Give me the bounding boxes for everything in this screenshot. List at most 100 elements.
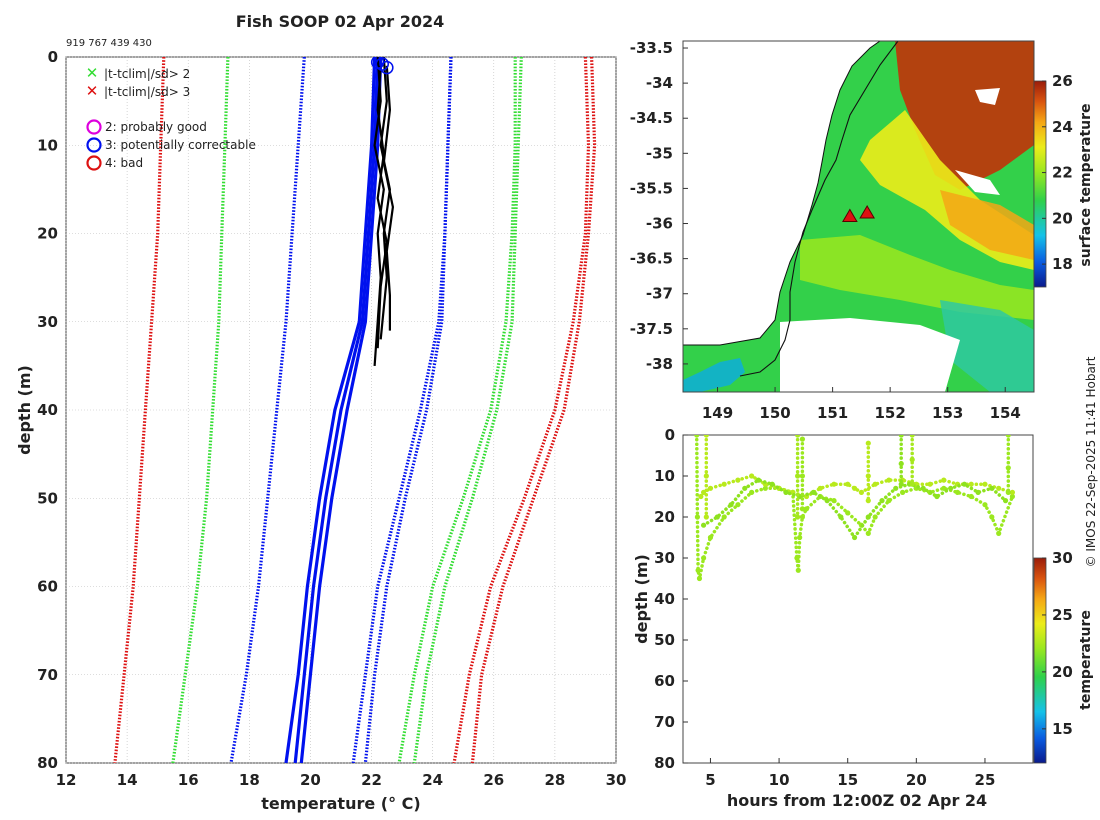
sst-cloud-gap: [780, 318, 960, 392]
depth-time-point: [909, 435, 915, 438]
depth-time-x-tick: 20: [906, 771, 927, 789]
depth-time-x-tick: 25: [975, 771, 996, 789]
depth-time-x-tick: 15: [837, 771, 858, 789]
depth-time-point: [941, 485, 947, 491]
profile-series-line: [351, 57, 453, 763]
depth-time-point: [941, 477, 947, 483]
depth-time-point: [1005, 435, 1011, 438]
depth-time-point: [694, 514, 701, 520]
profile-chart: 12 14 16 18 20 22 24 26 28 30 0 10 20 30 40 50 60 70 80 ✕ …: [15, 12, 626, 813]
depth-time-point: [845, 510, 851, 516]
map-y-tick: -36: [646, 215, 673, 233]
temperature-colorbar-tick: 15: [1052, 720, 1073, 738]
map-profile-locations: [841, 204, 876, 222]
sst-colorbar-label: surface temperature: [1078, 103, 1094, 266]
depth-time-point: [799, 473, 806, 479]
depth-time-point: [1005, 465, 1011, 471]
depth-time-point: [695, 567, 701, 573]
temperature-colorbar-tick: 25: [1052, 606, 1073, 624]
map-y-tick: -34.5: [630, 109, 673, 127]
sst-colorbar-ticks: 18 20 22 24 26: [1042, 72, 1073, 273]
sst-cloud-small-2: [975, 88, 1000, 105]
depth-time-y-tick: 40: [654, 590, 675, 608]
profile-series-line: [376, 65, 388, 349]
profile-series-line: [284, 57, 377, 763]
depth-time-point: [795, 435, 801, 438]
depth-time-point: [989, 485, 995, 491]
depth-time-point: [1009, 489, 1016, 495]
map-y-tick: -37.5: [630, 320, 673, 338]
profile-x-tick: 20: [300, 771, 321, 789]
map-y-tick: -33.5: [630, 39, 673, 57]
sst-bass-strait: [683, 358, 745, 392]
depth-time-point: [797, 534, 803, 541]
profile-x-tick: 14: [117, 771, 138, 789]
depth-time-point: [707, 534, 714, 541]
depth-time-point: [817, 485, 823, 491]
legend-item-potentially-correctable: 3: potentially correctable: [105, 138, 256, 152]
depth-time-point: [799, 514, 806, 520]
depth-time-point: [1009, 493, 1016, 500]
depth-time-point: [762, 485, 768, 491]
depth-time-point: [865, 530, 871, 537]
depth-time-point: [898, 481, 904, 487]
depth-time-point: [703, 435, 709, 438]
profile-y-tick: 60: [37, 578, 58, 596]
depth-time-point: [749, 489, 755, 495]
depth-time-point: [927, 481, 933, 487]
depth-time-y-tick: 0: [665, 426, 675, 444]
depth-time-point: [721, 514, 727, 520]
depth-time-point: [795, 473, 801, 479]
depth-time-chart: 5 10 15 20 25 0 10 20 30 40 50 60 70 80 hours from 12…: [632, 426, 1094, 810]
copyright-text: © IMOS 22-Sep-2025 11:41 Hobart: [1084, 356, 1098, 567]
depth-time-y-tick: 80: [654, 754, 675, 772]
depth-time-point: [879, 498, 885, 504]
profile-series-line: [293, 57, 380, 763]
depth-time-point: [893, 485, 899, 491]
profile-x-tick: 24: [422, 771, 443, 789]
sst-field: [683, 41, 1034, 392]
depth-time-point: [803, 506, 810, 512]
depth-time-point: [934, 493, 940, 500]
profile-location-marker: [841, 208, 858, 222]
map-tick-labels: 149 150 151 152 153 154 -33.5 -34 -34.5 -35 -35.5 -…: [630, 39, 1021, 422]
depth-time-point: [769, 481, 775, 487]
depth-time-y-tick: 70: [654, 713, 675, 731]
depth-time-y-tick: 20: [654, 508, 675, 526]
profile-x-axis-label: temperature (° C): [261, 794, 420, 813]
depth-time-y-tick: 50: [654, 631, 675, 649]
profile-y-tick: 30: [37, 313, 58, 331]
profile-flag-marker: [380, 60, 394, 75]
profile-series-line: [470, 57, 597, 763]
depth-time-point: [898, 435, 904, 438]
depth-time-point: [961, 481, 967, 487]
coastline: [683, 41, 881, 346]
depth-time-point: [909, 481, 915, 487]
depth-time-point: [948, 485, 954, 491]
depth-time-point: [968, 493, 974, 500]
depth-time-point: [900, 489, 906, 495]
profile-y-tick: 20: [37, 225, 58, 243]
depth-time-point: [851, 534, 858, 541]
depth-time-point: [703, 473, 709, 479]
profile-series-line: [452, 57, 591, 763]
map-y-tick: -34: [646, 74, 673, 92]
temperature-colorbar-ticks: 15 20 25 30: [1042, 549, 1073, 738]
depth-time-point: [700, 555, 707, 561]
map-x-tick: 149: [702, 404, 733, 422]
map-x-tick: 152: [874, 404, 905, 422]
depth-time-point: [703, 514, 709, 520]
profile-series-line: [412, 57, 523, 763]
map-y-tick: -35: [646, 144, 673, 162]
map-x-tick: 150: [759, 404, 790, 422]
sst-colorbar-tick: 24: [1052, 118, 1073, 136]
depth-time-x-tick: 5: [705, 771, 715, 789]
depth-time-point: [735, 502, 741, 508]
profile-series-line: [171, 57, 230, 763]
profile-tick-labels: 12 14 16 18 20 22 24 26 28 30 0 10 20 30 40 50 60 70 80: [37, 48, 626, 789]
sst-colorbar-tick: 22: [1052, 164, 1073, 182]
sst-colorbar-tick: 18: [1052, 255, 1073, 273]
profile-x-tick: 12: [56, 771, 77, 789]
profile-x-tick: 28: [544, 771, 565, 789]
profile-legend: ✕ |t-tclim|/sd> 2 ✕ |t-tclim|/sd> 3 2: p…: [86, 64, 256, 171]
